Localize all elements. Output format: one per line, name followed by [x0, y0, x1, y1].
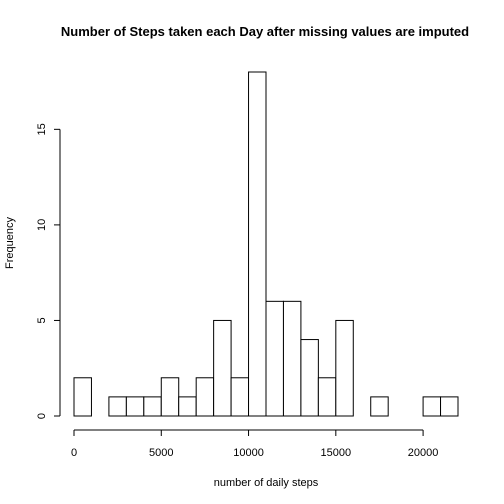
histogram-bar-2	[108, 396, 127, 417]
x-axis: 0 5000 10000 15000 20000	[71, 429, 439, 459]
y-axis-label: Frequency	[4, 217, 16, 269]
x-tick-label-2: 10000	[233, 447, 264, 459]
x-tick-label-1: 5000	[149, 447, 173, 459]
histogram-bar-4	[143, 396, 162, 417]
bars-group	[73, 71, 459, 417]
histogram-bar-10	[248, 71, 267, 417]
histogram-bar-3	[125, 396, 145, 417]
histogram-bar-9	[230, 377, 250, 417]
histogram-bar-0	[73, 377, 92, 417]
x-axis-label: number of daily steps	[214, 477, 319, 489]
histogram-bar-11	[265, 300, 284, 417]
histogram-bar-21	[440, 396, 459, 417]
x-tick-label-3: 15000	[321, 447, 352, 459]
histogram-bar-14	[317, 377, 337, 417]
histogram-bar-6	[178, 396, 197, 417]
histogram-bar-20	[422, 396, 442, 417]
histogram-bar-12	[282, 300, 302, 417]
x-tick-label-4: 20000	[408, 447, 439, 459]
histogram-bar-17	[370, 396, 389, 417]
y-tick-label-1: 5	[36, 317, 48, 323]
histogram-bar-8	[213, 319, 232, 417]
y-axis: 0 5 10 15	[36, 123, 61, 419]
histogram-bar-5	[160, 377, 180, 417]
y-tick-label-2: 10	[36, 219, 48, 231]
histogram-bar-15	[335, 319, 354, 417]
y-tick-label-3: 15	[36, 123, 48, 135]
chart-title: Number of Steps taken each Day after mis…	[61, 24, 469, 39]
y-tick-label-0: 0	[36, 413, 48, 419]
histogram-bar-7	[195, 377, 215, 417]
x-tick-label-0: 0	[71, 447, 77, 459]
histogram-bar-13	[300, 339, 319, 417]
